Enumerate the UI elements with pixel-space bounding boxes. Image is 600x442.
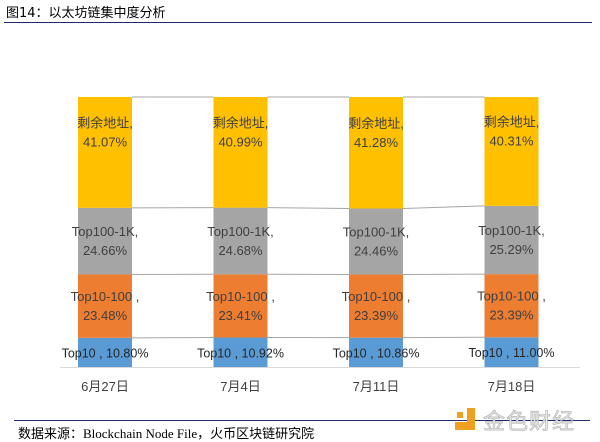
bar-segment-Top10	[484, 337, 539, 367]
series-connector-line	[267, 207, 350, 209]
bar-segment-剩余地址	[349, 97, 403, 209]
bar-segment-Top10-100	[484, 274, 539, 338]
data-label: 23.41%	[218, 308, 263, 323]
data-label: 24.68%	[218, 243, 263, 258]
source-divider	[14, 420, 590, 421]
data-label: 41.07%	[83, 134, 128, 149]
data-label: 剩余地址,	[77, 115, 133, 130]
data-label: Top100-1K,	[343, 225, 410, 240]
bar-segment-Top100-1K	[484, 205, 539, 275]
series-connector-line	[402, 205, 485, 209]
watermark-logo: 金色财经	[455, 404, 575, 436]
data-label: Top100-1K,	[478, 223, 545, 238]
source-note: 数据来源：Blockchain Node File，火币区块链研究院	[18, 426, 315, 441]
data-label: 40.31%	[489, 133, 534, 148]
stacked-bar-chart: Top10 , 10.80% Top10 , 10.92% Top10 , 10.8…	[60, 96, 580, 394]
data-label: 23.48%	[83, 308, 128, 323]
data-label: 41.28%	[354, 135, 399, 150]
data-label: Top10 , 11.00%	[469, 346, 555, 360]
data-label: 23.39%	[489, 308, 534, 323]
x-tick-label: 7月11日	[353, 379, 400, 394]
bar-segment-Top100-1K	[349, 208, 403, 275]
logo-icon	[455, 408, 477, 432]
figure-title: 图14：以太坊链集中度分析	[6, 6, 166, 21]
data-label: Top100-1K,	[207, 224, 274, 239]
bar-segment-Top10	[349, 337, 403, 367]
bar-segment-Top10	[213, 337, 268, 367]
bar-segment-剩余地址	[78, 96, 132, 208]
bar-segment-剩余地址	[484, 97, 539, 206]
data-label: 23.39%	[354, 308, 399, 323]
data-label: 剩余地址,	[484, 114, 540, 129]
bar-segment-Top10-100	[349, 274, 403, 338]
data-label: Top100-1K,	[72, 224, 139, 239]
x-tick-label: 7月18日	[488, 379, 536, 394]
data-label: Top10-100 ,	[342, 289, 411, 304]
bar-segment-Top10-100	[213, 274, 268, 338]
bar-segment-Top10-100	[78, 274, 132, 338]
bar-segment-Top10	[78, 337, 132, 367]
data-label: 24.46%	[354, 244, 399, 259]
x-tick-label: 7月4日	[220, 379, 260, 394]
bar-segment-剩余地址	[213, 97, 268, 208]
bar-segment-Top100-1K	[78, 207, 132, 275]
title-divider	[4, 22, 592, 23]
x-tick-label: 6月27日	[81, 379, 129, 394]
watermark-text: 金色财经	[483, 410, 576, 436]
data-label: 剩余地址,	[213, 115, 269, 130]
data-label: Top10 , 10.92%	[197, 346, 284, 360]
data-label: Top10 , 10.86%	[333, 346, 420, 360]
data-label: Top10 , 10.80%	[62, 346, 149, 360]
data-label: Top10-100 ,	[206, 289, 275, 304]
bar-segment-Top100-1K	[213, 207, 268, 275]
data-label: Top10-100 ,	[71, 289, 140, 304]
data-label: 40.99%	[218, 134, 263, 149]
data-label: 25.29%	[489, 242, 534, 257]
data-label: Top10-100 ,	[477, 289, 546, 304]
data-label: 24.66%	[83, 243, 128, 258]
data-label: 剩余地址,	[348, 116, 404, 131]
